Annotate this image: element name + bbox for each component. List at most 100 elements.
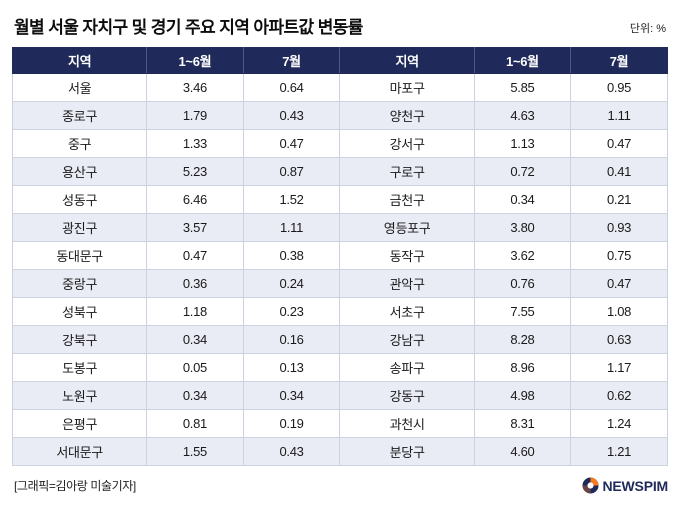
value-cell: 1.18 bbox=[146, 297, 244, 326]
region-cell: 용산구 bbox=[11, 157, 148, 186]
table-row: 용산구 5.23 0.87 구로구 0.72 0.41 bbox=[11, 157, 668, 186]
value-cell: 0.38 bbox=[242, 241, 341, 270]
value-cell: 1.21 bbox=[570, 437, 668, 466]
value-cell: 1.24 bbox=[570, 409, 668, 438]
value-cell: 0.05 bbox=[146, 353, 244, 382]
value-cell: 5.23 bbox=[146, 157, 244, 186]
region-cell: 서대문구 bbox=[11, 437, 148, 466]
region-cell: 구로구 bbox=[339, 157, 475, 186]
value-cell: 0.43 bbox=[242, 101, 341, 130]
data-table: 지역 1~6월 7월 지역 1~6월 7월 서울 3.46 0.64 마포구 5.85 0.95 종로… bbox=[11, 47, 668, 466]
region-cell: 종로구 bbox=[11, 101, 148, 130]
region-cell: 도봉구 bbox=[11, 353, 148, 382]
value-cell: 4.60 bbox=[473, 437, 572, 466]
column-header: 지역 bbox=[11, 47, 148, 74]
table-row: 은평구 0.81 0.19 과천시 8.31 1.24 bbox=[11, 409, 668, 438]
table-body: 서울 3.46 0.64 마포구 5.85 0.95 종로구 1.79 0.43 양천구 4.63 1… bbox=[11, 73, 668, 466]
value-cell: 6.46 bbox=[146, 185, 244, 214]
footer: [그래픽=김아랑 미술기자] NEWSPIM bbox=[14, 477, 668, 494]
value-cell: 1.11 bbox=[242, 213, 341, 242]
value-cell: 0.36 bbox=[146, 269, 244, 298]
value-cell: 0.24 bbox=[242, 269, 341, 298]
table-row: 도봉구 0.05 0.13 송파구 8.96 1.17 bbox=[11, 353, 668, 382]
region-cell: 강동구 bbox=[339, 381, 475, 410]
region-cell: 과천시 bbox=[339, 409, 475, 438]
table-row: 강북구 0.34 0.16 강남구 8.28 0.63 bbox=[11, 325, 668, 354]
value-cell: 1.17 bbox=[570, 353, 668, 382]
table-row: 서울 3.46 0.64 마포구 5.85 0.95 bbox=[11, 73, 668, 102]
table-row: 종로구 1.79 0.43 양천구 4.63 1.11 bbox=[11, 101, 668, 130]
region-cell: 영등포구 bbox=[339, 213, 475, 242]
value-cell: 4.63 bbox=[473, 101, 572, 130]
column-header: 7월 bbox=[242, 47, 341, 74]
region-cell: 강남구 bbox=[339, 325, 475, 354]
value-cell: 0.47 bbox=[242, 129, 341, 158]
column-header: 1~6월 bbox=[146, 47, 244, 74]
table-row: 서대문구 1.55 0.43 분당구 4.60 1.21 bbox=[11, 437, 668, 466]
value-cell: 3.80 bbox=[473, 213, 572, 242]
value-cell: 0.76 bbox=[473, 269, 572, 298]
value-cell: 0.19 bbox=[242, 409, 341, 438]
value-cell: 0.43 bbox=[242, 437, 341, 466]
value-cell: 3.57 bbox=[146, 213, 244, 242]
value-cell: 8.28 bbox=[473, 325, 572, 354]
value-cell: 0.81 bbox=[146, 409, 244, 438]
table-row: 노원구 0.34 0.34 강동구 4.98 0.62 bbox=[11, 381, 668, 410]
value-cell: 7.55 bbox=[473, 297, 572, 326]
newspim-pinwheel-icon bbox=[581, 477, 599, 494]
region-cell: 강북구 bbox=[11, 325, 148, 354]
table-header-row: 지역 1~6월 7월 지역 1~6월 7월 bbox=[11, 47, 668, 74]
region-cell: 광진구 bbox=[11, 213, 148, 242]
value-cell: 1.79 bbox=[146, 101, 244, 130]
value-cell: 0.47 bbox=[570, 269, 668, 298]
region-cell: 송파구 bbox=[339, 353, 475, 382]
value-cell: 0.75 bbox=[570, 241, 668, 270]
value-cell: 0.34 bbox=[146, 381, 244, 410]
region-cell: 강서구 bbox=[339, 129, 475, 158]
value-cell: 1.08 bbox=[570, 297, 668, 326]
unit-label: 단위: % bbox=[629, 23, 666, 35]
table-row: 성동구 6.46 1.52 금천구 0.34 0.21 bbox=[11, 185, 668, 214]
header-bar: 월별 서울 자치구 및 경기 주요 지역 아파트값 변동률 단위: % bbox=[0, 0, 680, 47]
value-cell: 8.31 bbox=[473, 409, 572, 438]
region-cell: 서울 bbox=[11, 73, 148, 102]
value-cell: 0.64 bbox=[242, 73, 341, 102]
value-cell: 1.13 bbox=[473, 129, 572, 158]
region-cell: 금천구 bbox=[339, 185, 475, 214]
newspim-logo-text: NEWSPIM bbox=[602, 477, 669, 494]
region-cell: 분당구 bbox=[339, 437, 475, 466]
value-cell: 0.41 bbox=[570, 157, 668, 186]
value-cell: 0.87 bbox=[242, 157, 341, 186]
table-row: 성북구 1.18 0.23 서초구 7.55 1.08 bbox=[11, 297, 668, 326]
table-row: 동대문구 0.47 0.38 동작구 3.62 0.75 bbox=[11, 241, 668, 270]
value-cell: 1.11 bbox=[570, 101, 668, 130]
newspim-logo: NEWSPIM bbox=[581, 477, 669, 494]
region-cell: 양천구 bbox=[339, 101, 475, 130]
region-cell: 성동구 bbox=[11, 185, 148, 214]
region-cell: 은평구 bbox=[11, 409, 148, 438]
column-header: 1~6월 bbox=[473, 47, 572, 74]
value-cell: 1.55 bbox=[146, 437, 244, 466]
table-row: 중구 1.33 0.47 강서구 1.13 0.47 bbox=[11, 129, 668, 158]
region-cell: 서초구 bbox=[339, 297, 475, 326]
value-cell: 0.47 bbox=[570, 129, 668, 158]
value-cell: 0.72 bbox=[473, 157, 572, 186]
table-row: 광진구 3.57 1.11 영등포구 3.80 0.93 bbox=[11, 213, 668, 242]
value-cell: 0.34 bbox=[473, 185, 572, 214]
region-cell: 동대문구 bbox=[11, 241, 148, 270]
region-cell: 관악구 bbox=[339, 269, 475, 298]
column-header: 7월 bbox=[570, 47, 668, 74]
value-cell: 8.96 bbox=[473, 353, 572, 382]
value-cell: 0.63 bbox=[570, 325, 668, 354]
value-cell: 0.16 bbox=[242, 325, 341, 354]
value-cell: 0.93 bbox=[570, 213, 668, 242]
value-cell: 4.98 bbox=[473, 381, 572, 410]
column-header: 지역 bbox=[339, 47, 475, 74]
value-cell: 0.21 bbox=[570, 185, 668, 214]
region-cell: 노원구 bbox=[11, 381, 148, 410]
table-row: 중랑구 0.36 0.24 관악구 0.76 0.47 bbox=[11, 269, 668, 298]
value-cell: 1.52 bbox=[242, 185, 341, 214]
page-title: 월별 서울 자치구 및 경기 주요 지역 아파트값 변동률 bbox=[14, 18, 363, 37]
value-cell: 3.46 bbox=[146, 73, 244, 102]
value-cell: 5.85 bbox=[473, 73, 572, 102]
